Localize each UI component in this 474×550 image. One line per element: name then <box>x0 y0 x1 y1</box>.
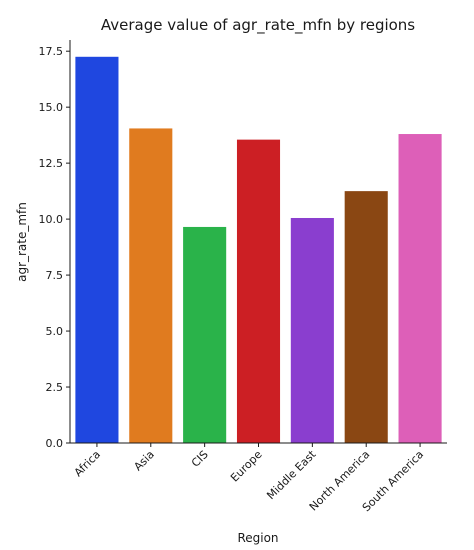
y-tick-label: 17.5 <box>39 45 64 58</box>
x-tick-label-asia: Asia <box>131 448 157 474</box>
bar-north-america <box>344 191 388 444</box>
y-tick-label: 12.5 <box>39 157 64 170</box>
y-tick-label: 15.0 <box>39 101 64 114</box>
x-axis-label: Region <box>237 531 278 545</box>
x-tick-label-africa: Africa <box>72 448 103 479</box>
y-axis-label: agr_rate_mfn <box>15 202 29 282</box>
bar-africa <box>75 56 119 443</box>
y-tick-label: 2.5 <box>46 381 64 394</box>
y-ticks-group: 0.0 2.5 5.0 7.5 10.0 12.5 15.0 17.5 <box>39 45 70 450</box>
x-tick-label-middle-east: Middle East <box>264 447 319 502</box>
bar-south-america <box>398 134 442 443</box>
chart-title: Average value of agr_rate_mfn by regions <box>101 16 415 35</box>
bar-middle-east <box>290 217 334 443</box>
bars-group <box>75 56 442 444</box>
bar-asia <box>129 128 173 443</box>
y-tick-label: 0.0 <box>46 437 64 450</box>
y-tick-label: 7.5 <box>46 269 64 282</box>
x-tick-label-europe: Europe <box>228 448 265 485</box>
x-tick-label-cis: CIS <box>189 448 211 470</box>
y-tick-label: 10.0 <box>39 213 64 226</box>
bar-europe <box>236 139 281 443</box>
y-tick-label: 5.0 <box>46 325 64 338</box>
bar-cis <box>183 226 227 443</box>
